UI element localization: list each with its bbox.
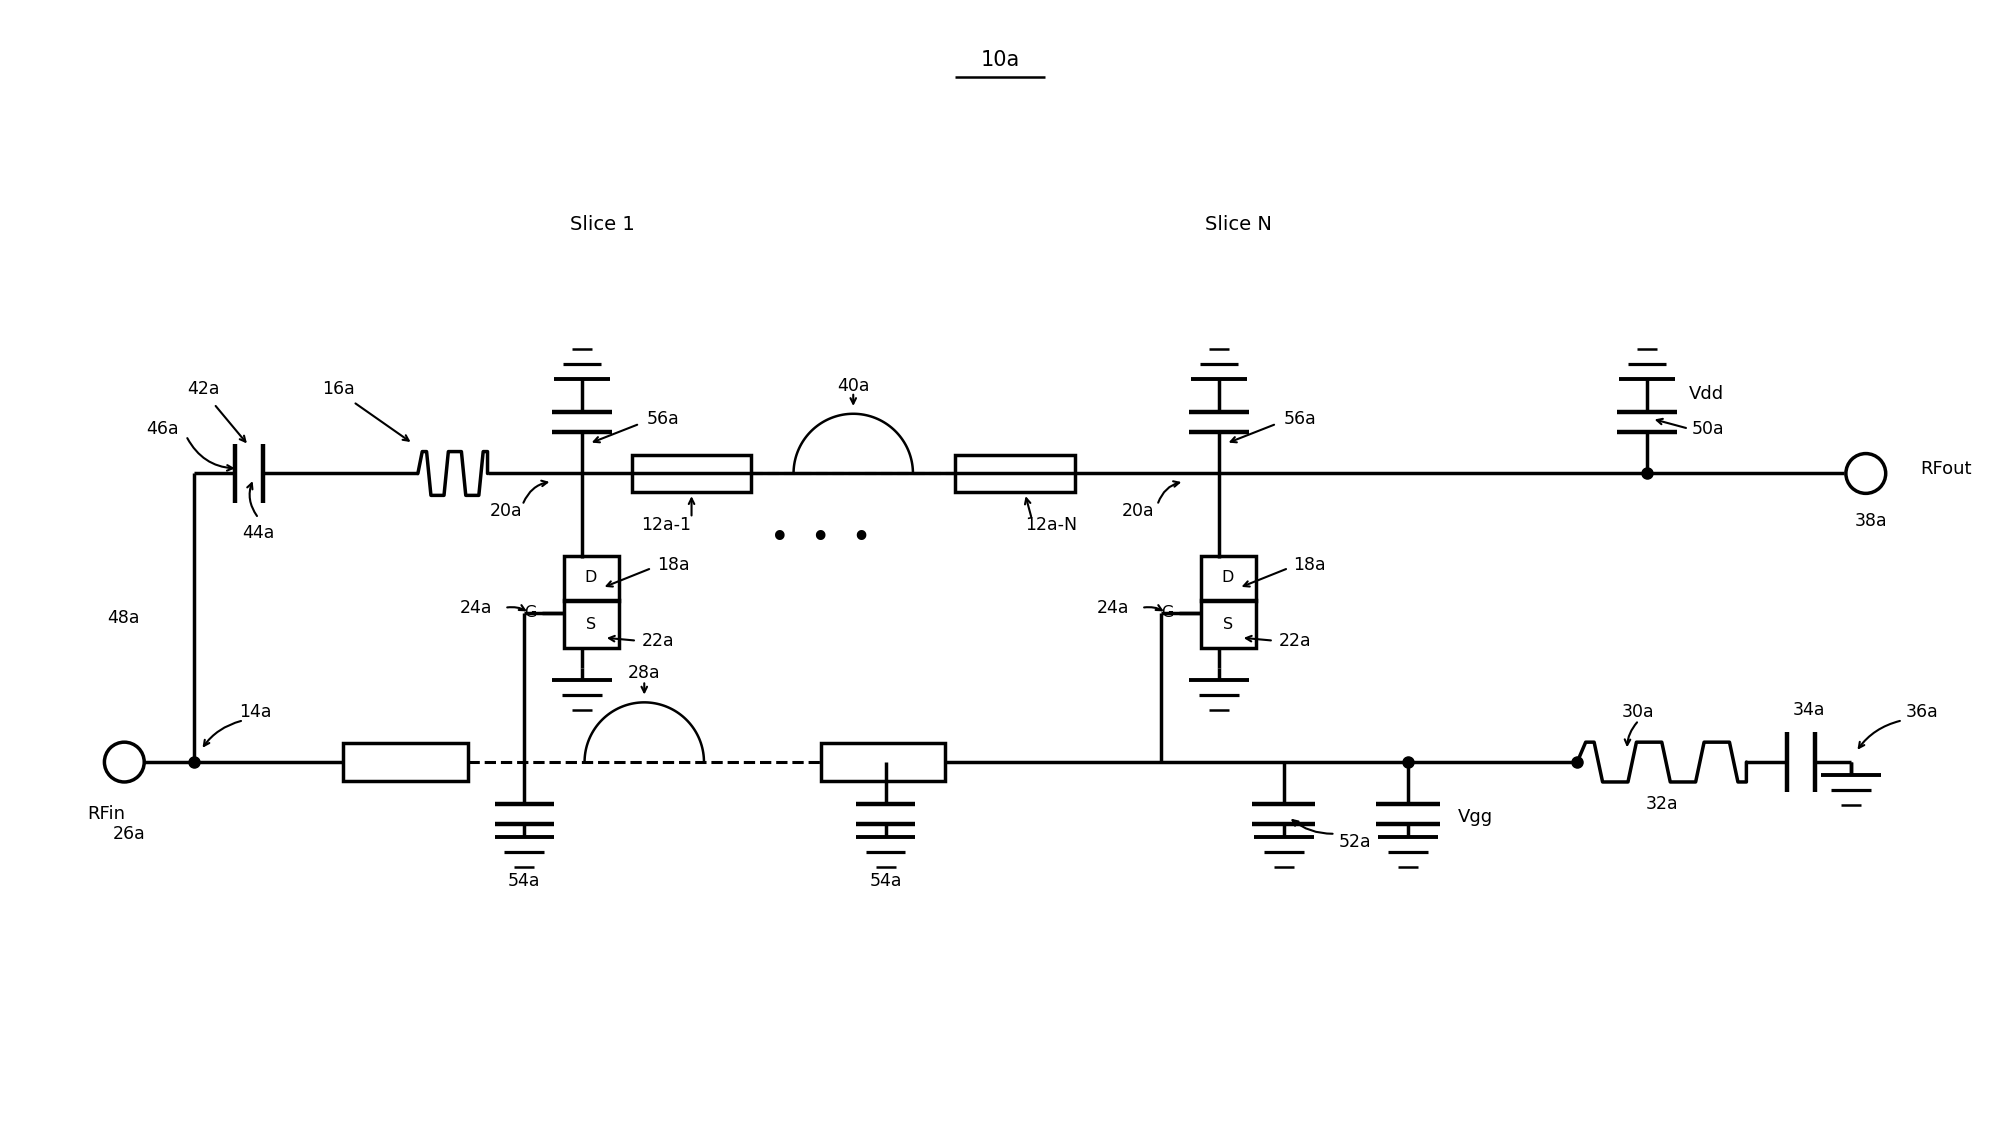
Bar	[564, 557, 618, 601]
Text: RFin: RFin	[87, 805, 125, 823]
Text: 28a: 28a	[628, 663, 660, 681]
Text: 48a: 48a	[107, 609, 139, 626]
Text: 32a: 32a	[1645, 794, 1679, 813]
Text: G: G	[1162, 606, 1174, 621]
Text: Vdd: Vdd	[1689, 385, 1723, 402]
Text: 14a: 14a	[240, 703, 272, 721]
Text: Vgg: Vgg	[1457, 808, 1494, 825]
Bar	[821, 743, 946, 781]
Text: 12a-1: 12a-1	[642, 517, 692, 534]
Text: 46a: 46a	[147, 419, 179, 438]
Text: 38a: 38a	[1854, 512, 1886, 530]
Bar	[956, 455, 1075, 493]
Bar	[632, 455, 751, 493]
Text: 18a: 18a	[1294, 555, 1327, 574]
Text: 30a: 30a	[1622, 703, 1655, 721]
Text: 34a: 34a	[1794, 702, 1826, 719]
Text: 54a: 54a	[507, 872, 541, 890]
Text: 44a: 44a	[242, 525, 276, 542]
Text: RFout: RFout	[1920, 459, 1973, 478]
Text: Slice N: Slice N	[1206, 215, 1272, 234]
Text: 24a: 24a	[461, 599, 493, 617]
Text: 10a: 10a	[980, 50, 1021, 71]
Text: 22a: 22a	[642, 632, 674, 649]
Text: Slice 1: Slice 1	[570, 215, 634, 234]
Text: 16a: 16a	[322, 379, 354, 398]
Text: 42a: 42a	[187, 379, 219, 398]
Text: 22a: 22a	[1278, 632, 1310, 649]
Bar	[344, 743, 467, 781]
Text: 36a: 36a	[1906, 703, 1939, 721]
Text: 56a: 56a	[646, 409, 680, 427]
Text: D: D	[586, 570, 598, 585]
Text: 52a: 52a	[1339, 833, 1371, 850]
Text: D: D	[1222, 570, 1234, 585]
Text: S: S	[1222, 617, 1234, 632]
Text: 18a: 18a	[656, 555, 688, 574]
Text: •  •  •: • • •	[771, 521, 872, 554]
Text: G: G	[523, 606, 537, 621]
Text: 40a: 40a	[837, 377, 870, 394]
Text: S: S	[586, 617, 596, 632]
Text: 50a: 50a	[1691, 419, 1725, 438]
Text: 56a: 56a	[1284, 409, 1317, 427]
Text: 24a: 24a	[1097, 599, 1129, 617]
Bar	[1202, 600, 1256, 648]
Bar	[1202, 557, 1256, 601]
Text: 20a: 20a	[1121, 502, 1153, 520]
Text: 12a-N: 12a-N	[1025, 517, 1077, 534]
Text: 20a: 20a	[489, 502, 521, 520]
Bar	[564, 600, 618, 648]
Text: 26a: 26a	[113, 825, 145, 842]
Text: 54a: 54a	[870, 872, 902, 890]
